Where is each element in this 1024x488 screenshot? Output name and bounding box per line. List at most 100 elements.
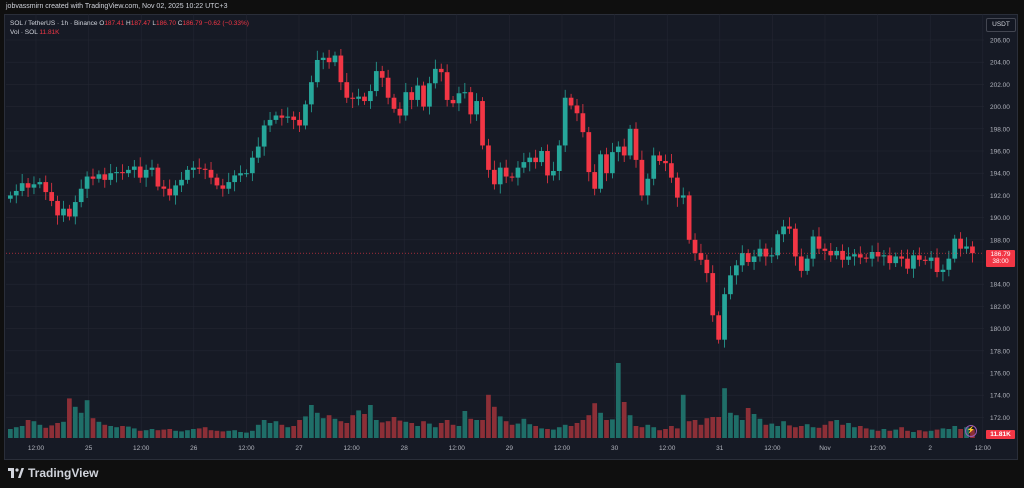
candle-body bbox=[928, 257, 934, 261]
candle-body bbox=[604, 154, 609, 174]
candle-body bbox=[137, 166, 143, 178]
volume-bar bbox=[61, 421, 66, 438]
candle-body bbox=[533, 157, 539, 163]
volume-bar bbox=[651, 427, 657, 438]
volume-bar bbox=[267, 423, 273, 438]
price-axis-label: 196.00 bbox=[990, 149, 1010, 156]
volume-bar bbox=[846, 423, 851, 438]
volume-bar bbox=[497, 416, 503, 438]
volume-bar bbox=[126, 426, 131, 438]
volume-bar bbox=[450, 424, 456, 438]
volume-bar bbox=[255, 424, 261, 438]
candle-body bbox=[509, 176, 515, 178]
volume-bar bbox=[13, 427, 19, 438]
volume-bar bbox=[958, 429, 963, 438]
candle-body bbox=[344, 82, 350, 98]
candle-body bbox=[19, 183, 25, 191]
volume-bar bbox=[751, 414, 757, 438]
candle-body bbox=[362, 96, 367, 102]
candle-body bbox=[468, 92, 474, 115]
candle-body bbox=[686, 195, 692, 240]
price-axis-label: 184.00 bbox=[990, 282, 1010, 289]
candle-body bbox=[279, 115, 285, 118]
candle-body bbox=[155, 167, 161, 187]
candle-body bbox=[680, 195, 686, 198]
tradingview-logo-icon bbox=[8, 468, 24, 478]
candle-body bbox=[521, 162, 527, 168]
volume-bar bbox=[220, 431, 226, 438]
volume-tag: 11.81K bbox=[986, 430, 1015, 439]
lightning-icon[interactable]: ⚡ bbox=[965, 425, 977, 437]
volume-bar bbox=[793, 427, 798, 438]
candlestick-chart[interactable]: 206.00 204.00 202.00 200.00 198.00 196.00 194.… bbox=[0, 0, 1024, 460]
candle-body bbox=[320, 57, 326, 60]
candle-body bbox=[255, 146, 261, 158]
time-axis-label: 12:00 bbox=[343, 445, 360, 452]
tradingview-logo[interactable]: TradingView bbox=[8, 466, 98, 480]
candle-body bbox=[568, 97, 574, 106]
volume-bar bbox=[663, 429, 668, 438]
volume-bar bbox=[905, 430, 910, 438]
candle-body bbox=[474, 101, 479, 115]
candle-body bbox=[574, 105, 580, 114]
candle-body bbox=[887, 255, 893, 264]
price-axis-label: 200.00 bbox=[990, 104, 1010, 111]
candle-body bbox=[881, 255, 887, 257]
volume-bar bbox=[769, 423, 775, 438]
candle-body bbox=[651, 155, 657, 179]
volume-bar bbox=[940, 428, 946, 438]
candle-body bbox=[267, 119, 273, 126]
candle-body bbox=[657, 155, 662, 161]
high-label: H bbox=[126, 20, 131, 27]
price-axis-label: 194.00 bbox=[990, 171, 1010, 178]
symbol-legend: SOL / TetherUS · 1h · Binance O187.41 H1… bbox=[10, 20, 249, 27]
candle-body bbox=[102, 174, 108, 180]
currency-button[interactable]: USDT bbox=[986, 18, 1016, 32]
candle-body bbox=[810, 236, 816, 259]
time-axis-label: 28 bbox=[401, 445, 409, 452]
volume-bar bbox=[279, 424, 285, 438]
time-axis-label: 29 bbox=[506, 445, 514, 452]
volume-bar bbox=[899, 427, 904, 438]
candle-body bbox=[190, 167, 196, 170]
candle-body bbox=[120, 172, 125, 174]
volume-bar bbox=[432, 427, 438, 438]
candle-body bbox=[545, 151, 550, 176]
candle-body bbox=[72, 202, 78, 217]
candle-body bbox=[952, 238, 958, 259]
time-axis-label: 12:00 bbox=[449, 445, 466, 452]
open-label: O bbox=[99, 20, 105, 27]
candle-body bbox=[633, 128, 639, 160]
volume-bar bbox=[551, 429, 556, 438]
candle-body bbox=[226, 182, 232, 189]
volume-bar bbox=[67, 398, 72, 438]
candle-body bbox=[90, 176, 96, 179]
volume-bar bbox=[615, 363, 621, 438]
volume-bar bbox=[332, 418, 338, 438]
last-price-tag: 186.79 38:00 bbox=[986, 250, 1015, 267]
candle-body bbox=[893, 256, 899, 264]
volume-bar bbox=[185, 430, 190, 438]
volume-bar bbox=[368, 405, 373, 438]
volume-bar bbox=[468, 418, 474, 438]
volume-bar bbox=[397, 420, 403, 438]
candle-body bbox=[739, 253, 745, 266]
volume-bar bbox=[533, 426, 539, 438]
price-axis-label: 172.00 bbox=[990, 415, 1010, 422]
volume-bar bbox=[226, 430, 232, 438]
volume-bar bbox=[190, 429, 196, 438]
candle-body bbox=[922, 259, 928, 261]
candle-body bbox=[196, 167, 202, 169]
candle-body bbox=[49, 192, 55, 201]
volume-bar bbox=[692, 420, 698, 438]
volume-bar bbox=[734, 415, 739, 438]
candle-body bbox=[916, 255, 922, 260]
candle-body bbox=[143, 169, 149, 178]
price-axis-label: 182.00 bbox=[990, 304, 1010, 311]
candle-body bbox=[704, 259, 710, 274]
candle-body bbox=[309, 82, 314, 105]
candle-body bbox=[940, 269, 946, 272]
candle-body bbox=[911, 255, 916, 269]
candle-body bbox=[586, 132, 592, 173]
volume-bar bbox=[338, 421, 344, 438]
